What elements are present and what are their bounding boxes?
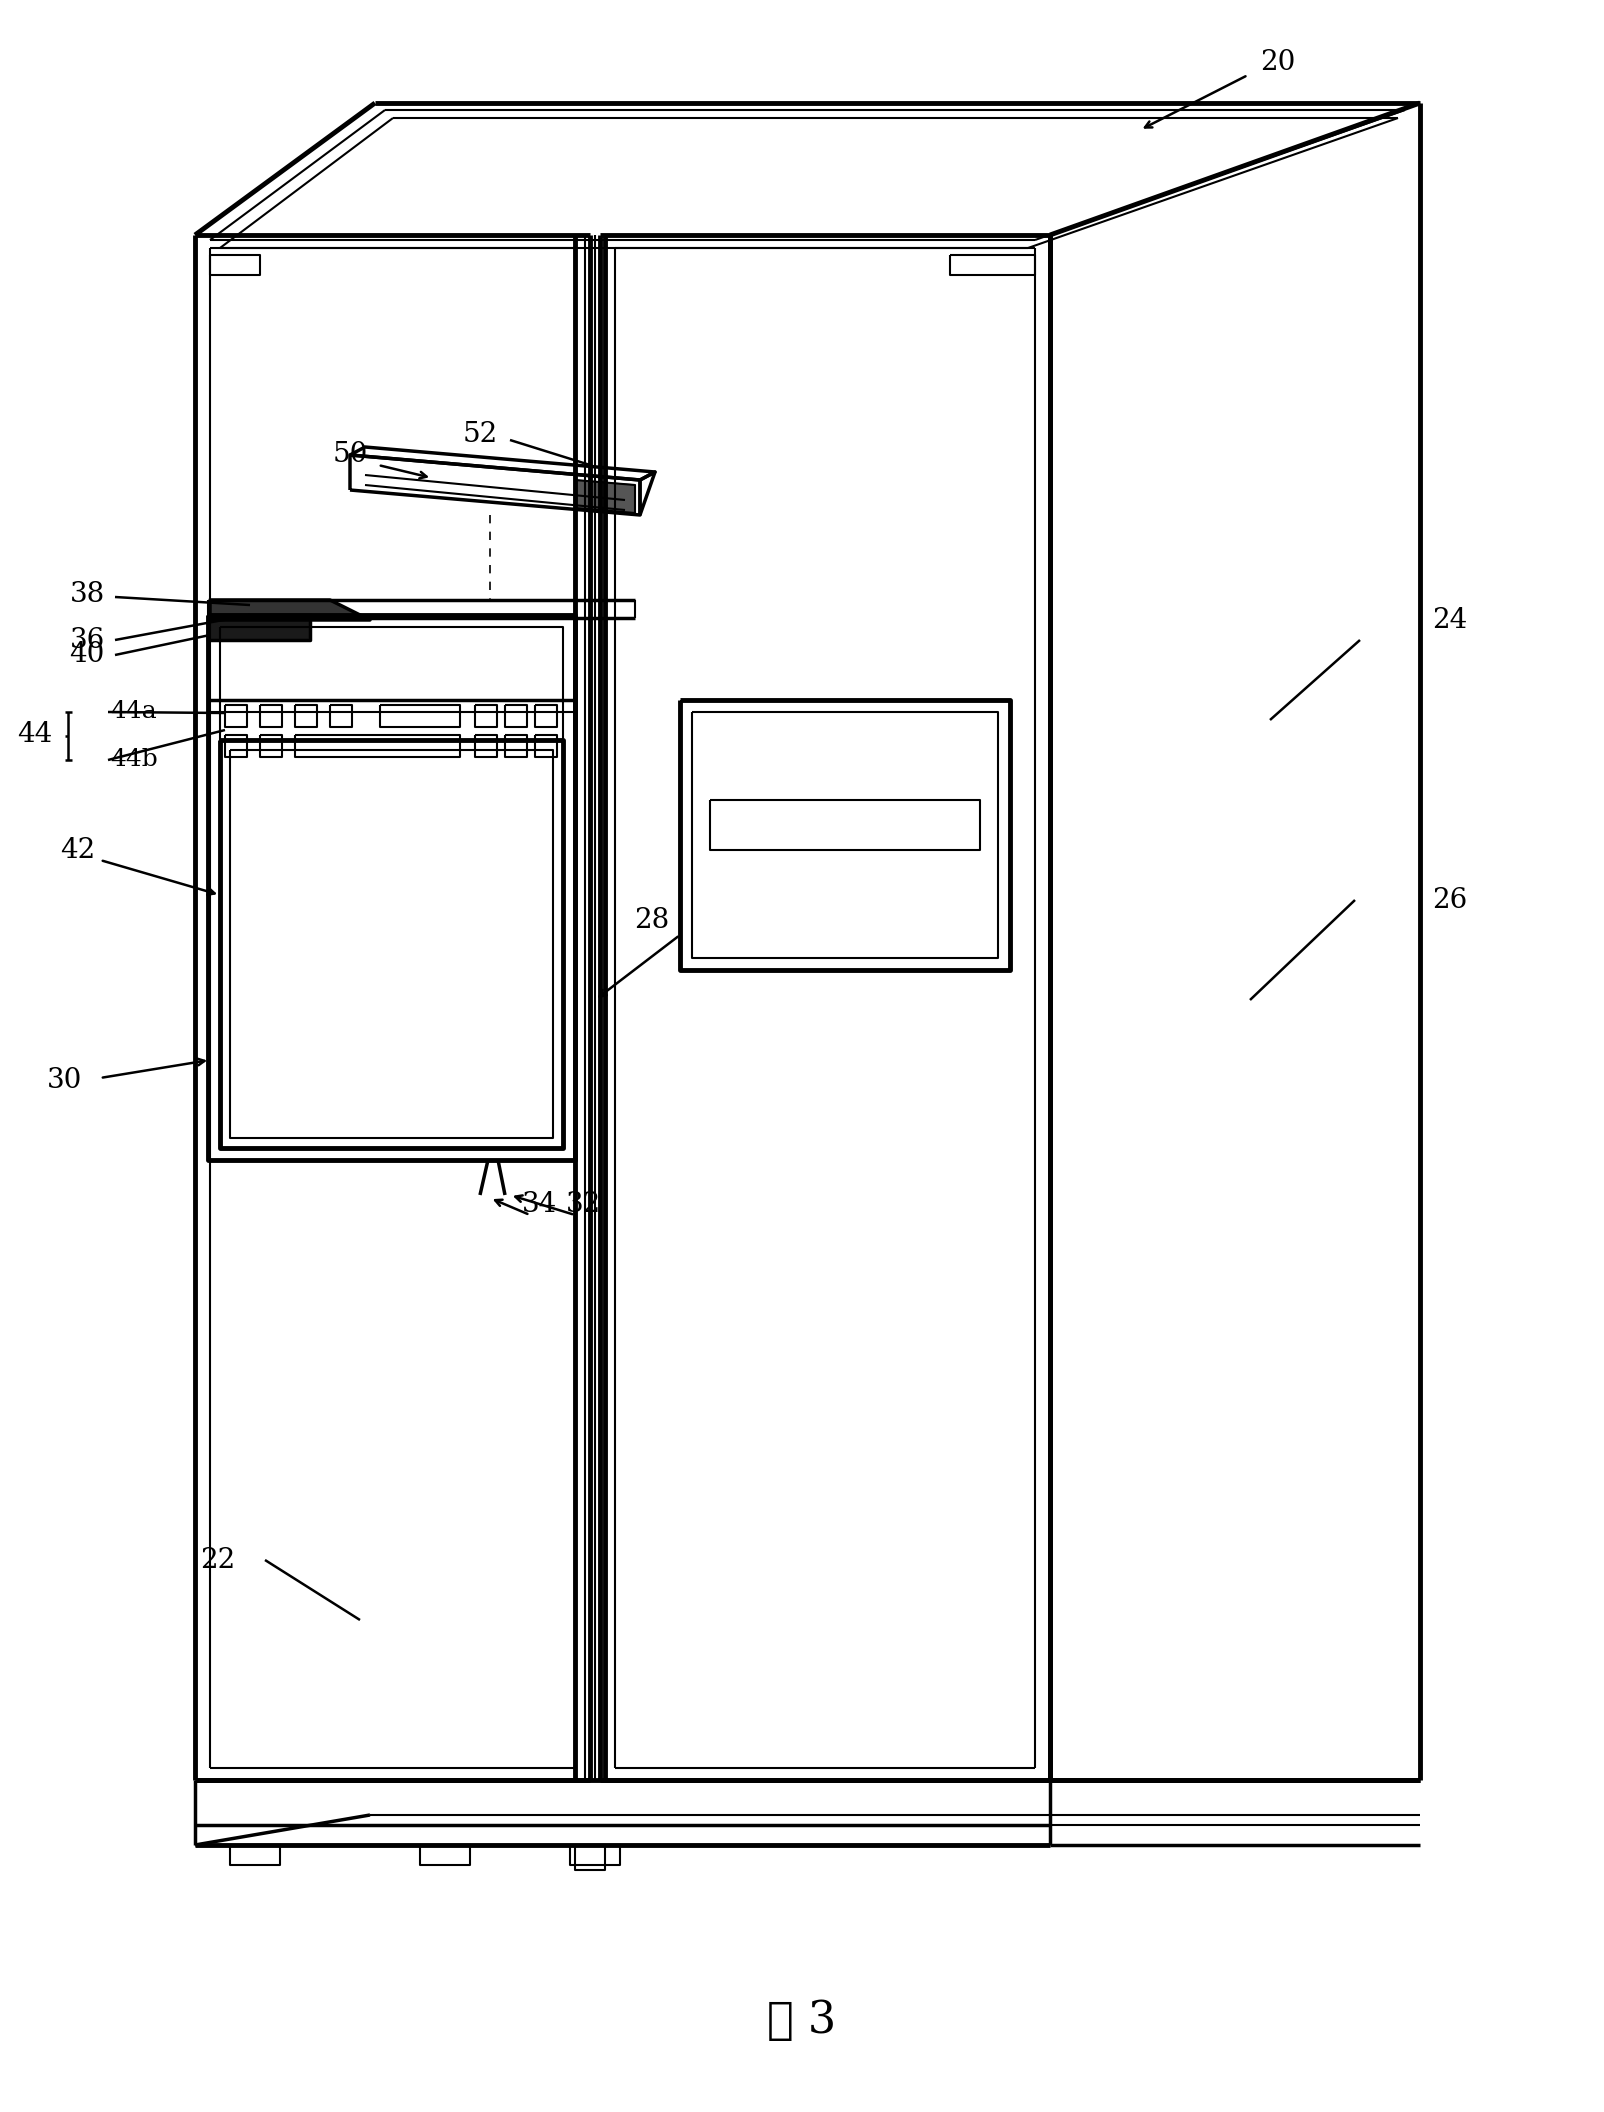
Text: 20: 20 xyxy=(1261,49,1296,76)
Text: 44a: 44a xyxy=(111,701,157,724)
Text: 42: 42 xyxy=(59,836,95,864)
Text: 36: 36 xyxy=(69,627,104,653)
Text: 32: 32 xyxy=(565,1191,600,1219)
Text: 38: 38 xyxy=(69,581,104,608)
Polygon shape xyxy=(209,615,310,640)
Text: 22: 22 xyxy=(200,1546,236,1573)
Polygon shape xyxy=(210,600,371,621)
Text: 40: 40 xyxy=(69,642,104,670)
Text: 50: 50 xyxy=(332,441,367,469)
Text: 52: 52 xyxy=(462,422,497,448)
Text: 28: 28 xyxy=(634,906,669,934)
Text: 44b: 44b xyxy=(111,748,157,771)
Text: 34: 34 xyxy=(523,1191,558,1219)
Polygon shape xyxy=(574,479,635,513)
Text: 24: 24 xyxy=(1432,606,1468,634)
Text: 图 3: 图 3 xyxy=(767,1998,837,2042)
Text: 30: 30 xyxy=(47,1067,82,1094)
Text: 44: 44 xyxy=(16,722,51,748)
Text: 26: 26 xyxy=(1432,887,1468,914)
